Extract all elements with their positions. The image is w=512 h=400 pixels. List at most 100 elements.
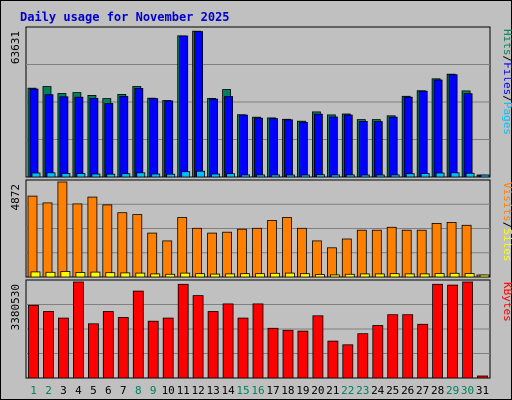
bar-sites	[285, 272, 295, 278]
day-label: 11	[177, 384, 190, 397]
bar-pages	[345, 174, 355, 178]
bar-visits	[27, 195, 38, 278]
bar-sites	[449, 272, 460, 278]
bar-files	[254, 117, 263, 178]
bar-sites	[195, 273, 206, 278]
bar-files	[194, 31, 204, 178]
legend-separator: /	[501, 95, 512, 102]
bar-pages	[181, 171, 191, 178]
bar-kbytes	[402, 314, 414, 379]
day-label: 25	[386, 384, 399, 397]
day-label: 5	[90, 384, 97, 397]
bar-visits	[296, 227, 307, 278]
day-label: 26	[401, 384, 414, 397]
bar-pages	[226, 173, 236, 178]
bar-sites	[105, 272, 116, 278]
bar-visits	[461, 224, 472, 278]
bar-visits	[386, 226, 397, 278]
legend-visits: Visits	[501, 182, 512, 222]
day-label: 7	[120, 384, 127, 397]
day-label: 1	[30, 384, 37, 397]
bar-sites	[419, 273, 430, 278]
bar-visits	[117, 212, 128, 278]
bar-sites	[374, 273, 385, 278]
bar-kbytes	[132, 290, 144, 379]
bar-pages	[136, 172, 146, 178]
bar-pages	[405, 173, 415, 178]
legend-files: Files	[501, 62, 512, 95]
bar-sites	[90, 271, 101, 278]
day-label: 9	[150, 384, 157, 397]
bar-visits	[282, 217, 292, 278]
bar-kbytes	[147, 320, 159, 379]
day-label: 22	[341, 384, 354, 397]
day-label: 17	[266, 384, 279, 397]
bar-pages	[61, 173, 71, 178]
day-label: 14	[221, 384, 235, 397]
bar-files	[239, 114, 248, 178]
day-label: 27	[416, 384, 429, 397]
day-label: 28	[431, 384, 444, 397]
bar-kbytes	[387, 314, 399, 379]
bar-sites	[75, 272, 86, 278]
day-label: 29	[446, 384, 459, 397]
axis-max-label: 4872	[9, 184, 22, 211]
bar-sites	[210, 273, 221, 278]
bar-kbytes	[477, 375, 488, 379]
bar-sites	[30, 271, 41, 278]
day-label: 8	[135, 384, 142, 397]
bar-visits	[237, 228, 247, 278]
bar-kbytes	[417, 323, 429, 379]
bar-pages	[121, 173, 131, 178]
bar-sites	[464, 273, 475, 278]
bar-kbytes	[432, 283, 444, 379]
bar-sites	[434, 273, 445, 278]
bar-files	[403, 96, 413, 178]
bar-kbytes	[192, 295, 204, 379]
bar-files	[373, 121, 383, 178]
bar-files	[313, 113, 323, 178]
day-label: 24	[371, 384, 385, 397]
legend-separator: /	[501, 56, 512, 63]
day-label: 15	[236, 384, 249, 397]
bar-sites	[225, 273, 236, 278]
bar-files	[59, 96, 69, 178]
bar-pages	[390, 174, 400, 178]
bar-visits	[72, 203, 83, 278]
bar-pages	[151, 173, 161, 178]
bar-kbytes	[207, 311, 219, 379]
day-label: 21	[326, 384, 339, 397]
bar-kbytes	[43, 311, 54, 379]
bar-kbytes	[447, 284, 459, 379]
bar-visits	[102, 204, 113, 278]
bar-visits	[356, 229, 367, 278]
bar-kbytes	[177, 283, 189, 379]
bar-visits	[252, 227, 262, 278]
bar-kbytes	[117, 317, 129, 379]
bar-kbytes	[58, 317, 69, 379]
bar-files	[209, 98, 219, 178]
bar-pages	[271, 174, 280, 178]
bar-visits	[326, 247, 337, 278]
bar-pages	[420, 173, 430, 178]
bar-sites	[135, 272, 146, 278]
bar-sites	[150, 273, 161, 278]
bar-kbytes	[252, 303, 264, 379]
bar-kbytes	[372, 325, 384, 379]
bar-files	[284, 119, 293, 178]
bar-pages	[375, 174, 385, 178]
bar-kbytes	[327, 340, 339, 379]
bar-visits	[222, 231, 233, 278]
bar-pages	[450, 172, 460, 178]
bar-visits	[147, 232, 158, 278]
legend-kbytes: KBytes	[501, 282, 512, 322]
bar-pages	[480, 174, 490, 178]
bar-kbytes	[312, 315, 324, 379]
day-label: 4	[75, 384, 82, 397]
bar-pages	[435, 172, 445, 178]
bar-sites	[180, 272, 191, 278]
bar-visits	[57, 181, 68, 278]
day-label: 10	[162, 384, 175, 397]
bar-files	[119, 96, 129, 178]
bar-visits	[431, 222, 442, 278]
